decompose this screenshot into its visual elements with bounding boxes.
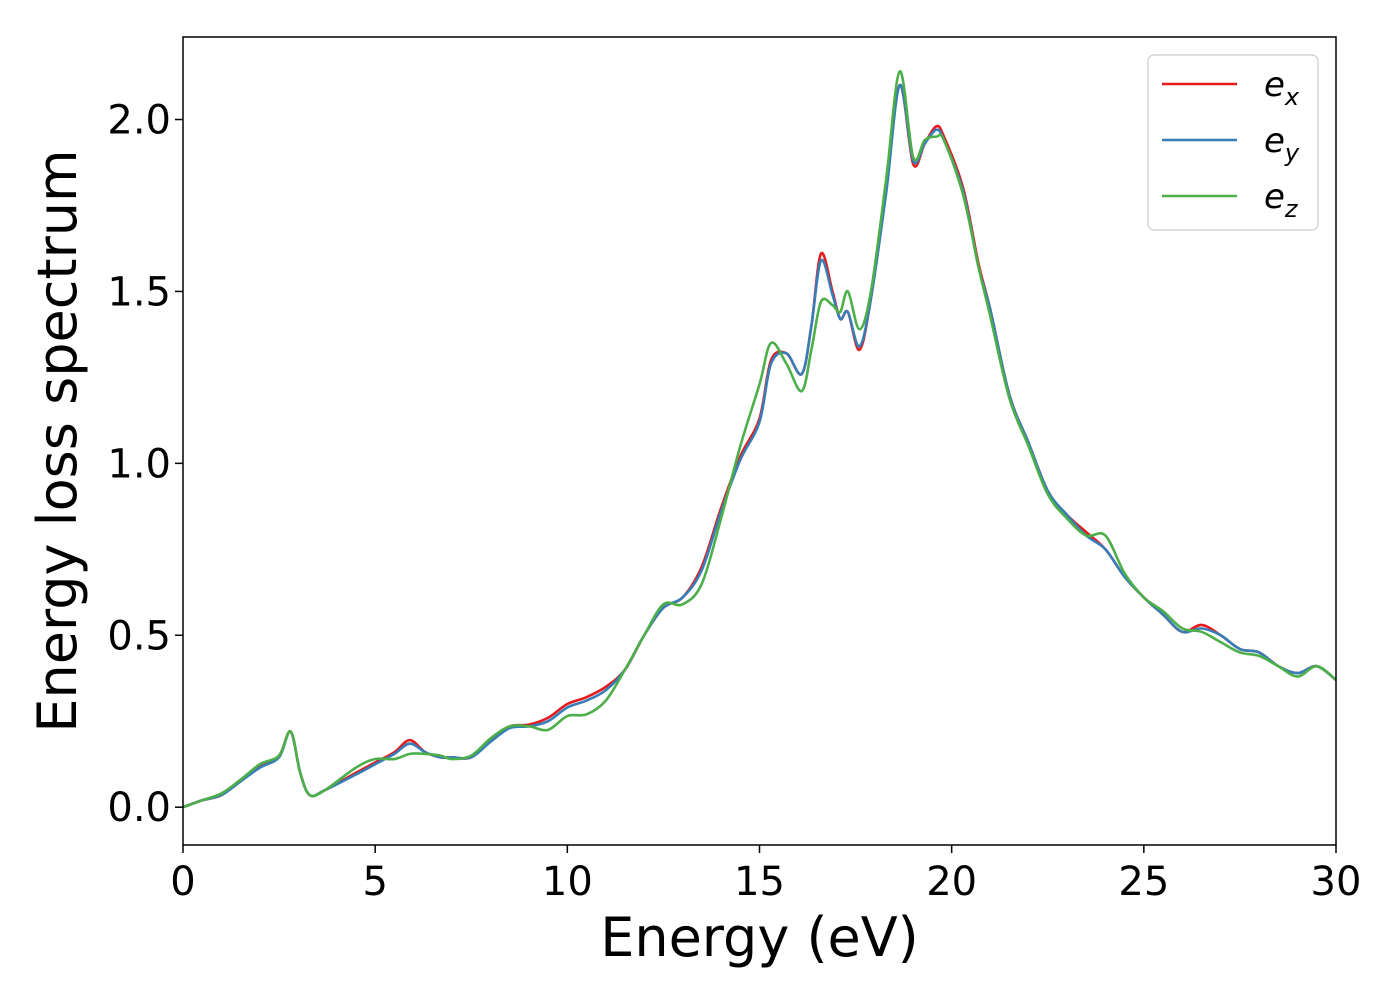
x-tick-label: 20 — [926, 859, 977, 905]
y-tick-label: 0.5 — [107, 613, 171, 659]
series-line-y — [183, 83, 1336, 809]
legend-label-x: ex — [1264, 65, 1300, 111]
x-axis-ticks: 0 5 10 15 20 25 30 — [170, 845, 1361, 905]
x-axis-label: Energy (eV) — [600, 906, 919, 969]
x-tick-label: 0 — [170, 859, 195, 905]
y-axis-label: Energy loss spectrum — [26, 149, 89, 732]
y-tick-label: 0.0 — [107, 785, 171, 831]
series-line-z — [183, 70, 1336, 809]
legend-label-y: ey — [1264, 121, 1300, 167]
y-tick-label: 2.0 — [107, 98, 171, 144]
legend: ex ey ez — [1147, 54, 1319, 231]
x-tick-label: 25 — [1118, 859, 1169, 905]
legend-box — [1147, 54, 1319, 231]
series-layer — [183, 70, 1336, 809]
y-tick-label: 1.5 — [107, 269, 171, 315]
y-axis-ticks: 0.0 0.5 1.0 1.5 2.0 — [107, 98, 183, 831]
legend-label-z: ez — [1264, 177, 1299, 223]
x-tick-label: 5 — [362, 859, 387, 905]
x-tick-label: 15 — [734, 859, 785, 905]
x-tick-label: 10 — [542, 859, 593, 905]
y-tick-label: 1.0 — [107, 441, 171, 487]
x-tick-label: 30 — [1311, 859, 1362, 905]
